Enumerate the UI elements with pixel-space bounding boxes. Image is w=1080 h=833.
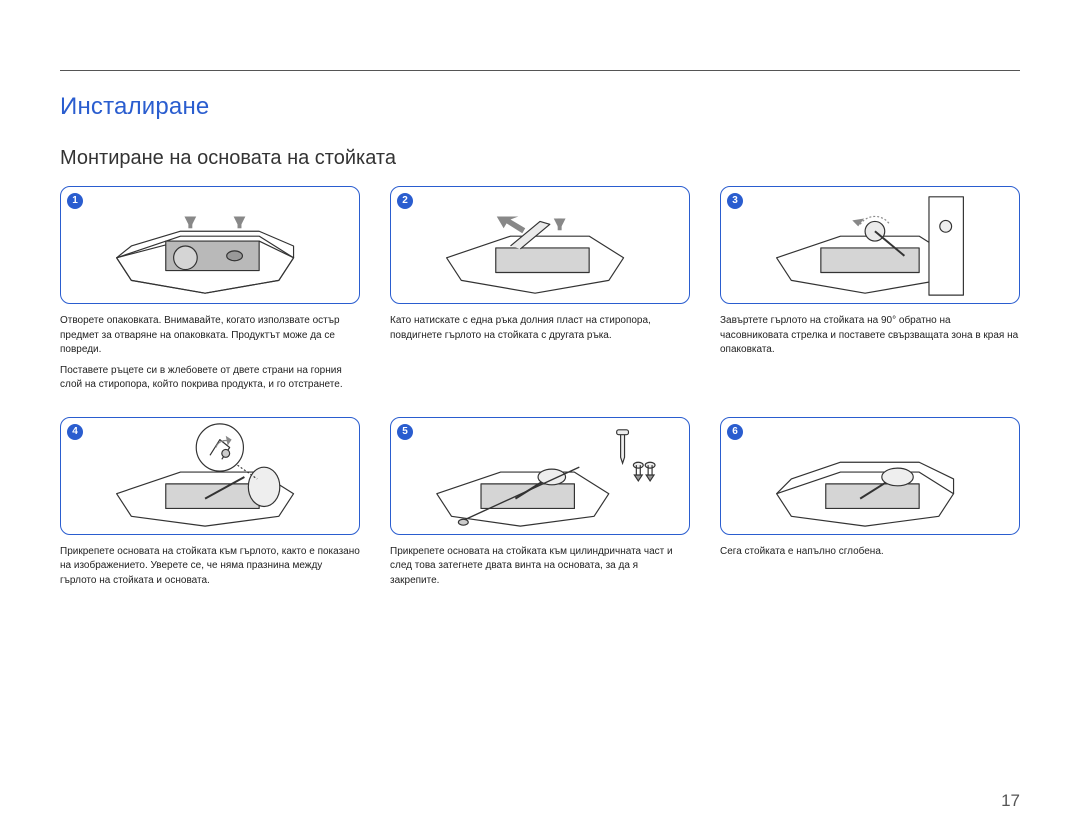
step-6-illustration — [721, 418, 1019, 534]
step-3-text: Завъртете гърлото на стойката на 90° обр… — [720, 314, 1020, 358]
step-1-para-2: Поставете ръцете си в жлебовете от двете… — [60, 364, 360, 393]
step-1-text: Отворете опаковката. Внимавайте, когато … — [60, 314, 360, 393]
step-4-illustration — [61, 418, 359, 534]
horizontal-rule — [60, 70, 1020, 71]
step-1: 1 Отворете опаковката. В — [60, 186, 360, 399]
step-1-figure: 1 — [60, 186, 360, 304]
step-3-para-1: Завъртете гърлото на стойката на 90° обр… — [720, 314, 1020, 358]
step-4: 4 Прикрепете основата на стойката към гъ… — [60, 417, 360, 595]
step-3: 3 Завъртете гърлото на стойката на 90° о… — [720, 186, 1020, 399]
step-3-illustration — [721, 187, 1019, 303]
step-5-illustration — [391, 418, 689, 534]
step-5: 5 — [390, 417, 690, 595]
step-6-para-1: Сега стойката е напълно сглобена. — [720, 545, 1020, 560]
step-6-text: Сега стойката е напълно сглобена. — [720, 545, 1020, 560]
step-5-para-1: Прикрепете основата на стойката към цили… — [390, 545, 690, 589]
step-2: 2 Като натискате с една ръка долния плас… — [390, 186, 690, 399]
step-3-figure: 3 — [720, 186, 1020, 304]
subsection-title: Монтиране на основата на стойката — [60, 147, 1020, 170]
step-5-figure: 5 — [390, 417, 690, 535]
step-2-para-1: Като натискате с една ръка долния пласт … — [390, 314, 690, 343]
step-6-figure: 6 — [720, 417, 1020, 535]
step-5-text: Прикрепете основата на стойката към цили… — [390, 545, 690, 589]
step-1-para-1: Отворете опаковката. Внимавайте, когато … — [60, 314, 360, 358]
step-2-text: Като натискате с една ръка долния пласт … — [390, 314, 690, 343]
step-6: 6 Сега стойката е напълно сглобена. — [720, 417, 1020, 595]
steps-grid: 1 Отворете опаковката. В — [60, 186, 1020, 594]
step-2-figure: 2 — [390, 186, 690, 304]
page-number: 17 — [1001, 791, 1020, 811]
step-1-illustration — [61, 187, 359, 303]
step-2-illustration — [391, 187, 689, 303]
step-4-figure: 4 — [60, 417, 360, 535]
step-4-text: Прикрепете основата на стойката към гърл… — [60, 545, 360, 589]
section-title: Инсталиране — [60, 93, 1020, 121]
step-4-para-1: Прикрепете основата на стойката към гърл… — [60, 545, 360, 589]
